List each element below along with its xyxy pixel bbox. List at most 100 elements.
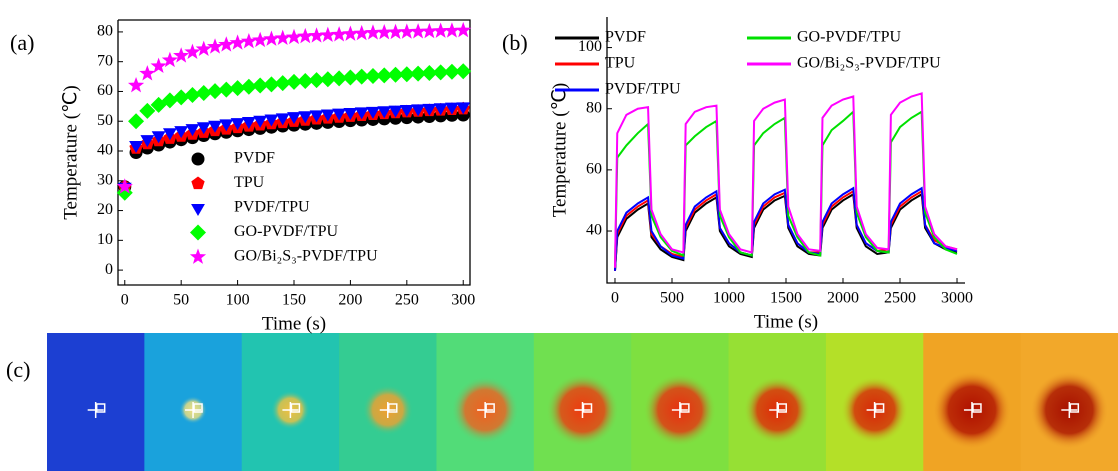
point: [308, 72, 325, 89]
point: [456, 102, 471, 115]
x-tick-label: 150: [282, 292, 306, 309]
crosshair: [87, 402, 104, 418]
legend-marker: [191, 176, 205, 190]
crosshair-box: [388, 403, 398, 413]
crosshair-box: [972, 403, 982, 413]
legend-marker: [189, 248, 207, 264]
point: [376, 67, 393, 84]
point: [445, 102, 459, 115]
point: [150, 57, 167, 74]
x-tick-label: 1500: [770, 290, 802, 307]
point: [263, 30, 280, 46]
point: [286, 73, 302, 90]
y-tick-label: 30: [97, 171, 113, 188]
x-tick-label: 50: [173, 292, 189, 309]
point: [174, 126, 189, 139]
point: [320, 109, 335, 122]
legend-label: TPU: [234, 174, 265, 191]
point: [207, 83, 224, 100]
crosshair-box: [290, 403, 301, 413]
crosshair: [769, 402, 786, 418]
point: [229, 80, 246, 97]
point: [342, 69, 359, 86]
point: [195, 40, 212, 57]
crosshair-box: [680, 403, 690, 413]
point: [432, 64, 449, 81]
point: [376, 24, 393, 40]
point: [195, 84, 212, 101]
point: [240, 32, 257, 49]
crosshair: [477, 402, 494, 418]
crosshair: [379, 402, 396, 418]
point: [297, 73, 314, 90]
point: [455, 21, 472, 38]
point: [263, 76, 280, 93]
x-tick-label: 3000: [941, 290, 973, 307]
point: [387, 66, 404, 83]
point: [443, 22, 461, 38]
point: [388, 105, 403, 118]
point: [140, 135, 155, 148]
crosshair-box: [193, 403, 203, 413]
y-tick-label: 70: [97, 52, 113, 69]
point: [422, 103, 437, 116]
point: [354, 107, 369, 120]
y-axis-title: Temperature (℃): [60, 85, 81, 219]
point: [332, 108, 347, 121]
legend-marker: [190, 224, 206, 241]
crosshair-box: [874, 403, 885, 413]
x-tick-label: 1000: [713, 290, 745, 307]
legend-label: PVDF: [234, 150, 275, 167]
x-tick-label: 2500: [884, 290, 916, 307]
point: [116, 178, 133, 194]
point: [285, 28, 303, 45]
point: [253, 115, 268, 128]
point: [252, 77, 269, 94]
panel-label: (a): [10, 30, 34, 55]
x-tick-label: 100: [226, 292, 250, 309]
point: [229, 34, 246, 50]
point: [421, 22, 438, 39]
y-tick-label: 40: [586, 222, 602, 239]
point: [116, 184, 133, 201]
point: [161, 92, 178, 109]
point: [264, 114, 279, 127]
line: [613, 186, 958, 271]
y-tick-label: 20: [97, 201, 113, 218]
point: [274, 29, 291, 46]
x-tick-label: 2000: [827, 290, 859, 307]
crosshair-box: [1069, 403, 1080, 413]
crosshair-box: [582, 403, 593, 413]
legend-label: GO/Bi₂S₃-PVDF/TPU: [797, 55, 941, 72]
point: [353, 68, 370, 85]
point: [173, 47, 190, 63]
point: [151, 131, 166, 144]
point: [184, 87, 201, 104]
point: [455, 63, 472, 80]
point: [127, 77, 145, 93]
point: [331, 26, 348, 42]
legend-label: PVDF/TPU: [605, 81, 681, 98]
crosshair: [282, 402, 299, 418]
point: [308, 27, 325, 43]
point: [297, 27, 314, 44]
point: [240, 78, 257, 95]
point: [219, 119, 234, 132]
x-axis-title: Time (s): [262, 313, 326, 334]
legend-marker: [191, 152, 205, 166]
axis: [117, 19, 471, 286]
legend-label: GO-PVDF/TPU: [234, 223, 338, 240]
point: [206, 38, 224, 54]
point: [342, 25, 359, 41]
y-tick-label: 40: [97, 142, 113, 159]
point: [398, 66, 415, 83]
point: [298, 111, 313, 124]
y-axis-title: Temperature (℃): [549, 83, 570, 217]
line: [613, 92, 958, 268]
y-tick-label: 60: [586, 161, 602, 178]
crosshair: [866, 402, 883, 418]
point: [218, 81, 235, 98]
point: [230, 118, 245, 131]
legend-label: PVDF/TPU: [234, 199, 310, 216]
